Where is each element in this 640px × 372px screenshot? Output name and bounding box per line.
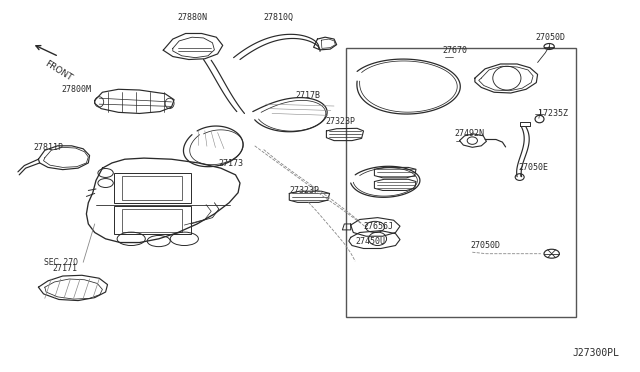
Text: 27173: 27173 — [219, 159, 244, 168]
Text: J27300PL: J27300PL — [573, 348, 620, 358]
Bar — [122, 209, 182, 232]
Text: 27880N: 27880N — [177, 13, 207, 22]
Text: 27323P: 27323P — [325, 118, 355, 126]
Text: 27450U: 27450U — [355, 237, 385, 246]
Text: 27811P: 27811P — [33, 143, 63, 152]
Bar — [122, 176, 182, 200]
Text: 27492N: 27492N — [454, 129, 484, 138]
Text: 27656J: 27656J — [364, 222, 394, 231]
Text: 27810Q: 27810Q — [264, 13, 293, 22]
Text: 27050D: 27050D — [470, 241, 500, 250]
Bar — [114, 206, 191, 234]
Text: 17235Z: 17235Z — [538, 109, 568, 118]
Bar — [346, 48, 576, 317]
Text: 27670: 27670 — [443, 46, 468, 55]
Bar — [114, 173, 191, 203]
Text: 27171: 27171 — [52, 264, 77, 273]
Text: 27050D: 27050D — [535, 33, 565, 42]
Text: SEC. 270: SEC. 270 — [44, 258, 77, 267]
Text: 27800M: 27800M — [61, 86, 92, 94]
Text: FRONT: FRONT — [44, 60, 74, 83]
Text: 27050E: 27050E — [518, 163, 548, 172]
Text: 2717B: 2717B — [296, 92, 321, 100]
Text: 27323P: 27323P — [289, 186, 319, 195]
